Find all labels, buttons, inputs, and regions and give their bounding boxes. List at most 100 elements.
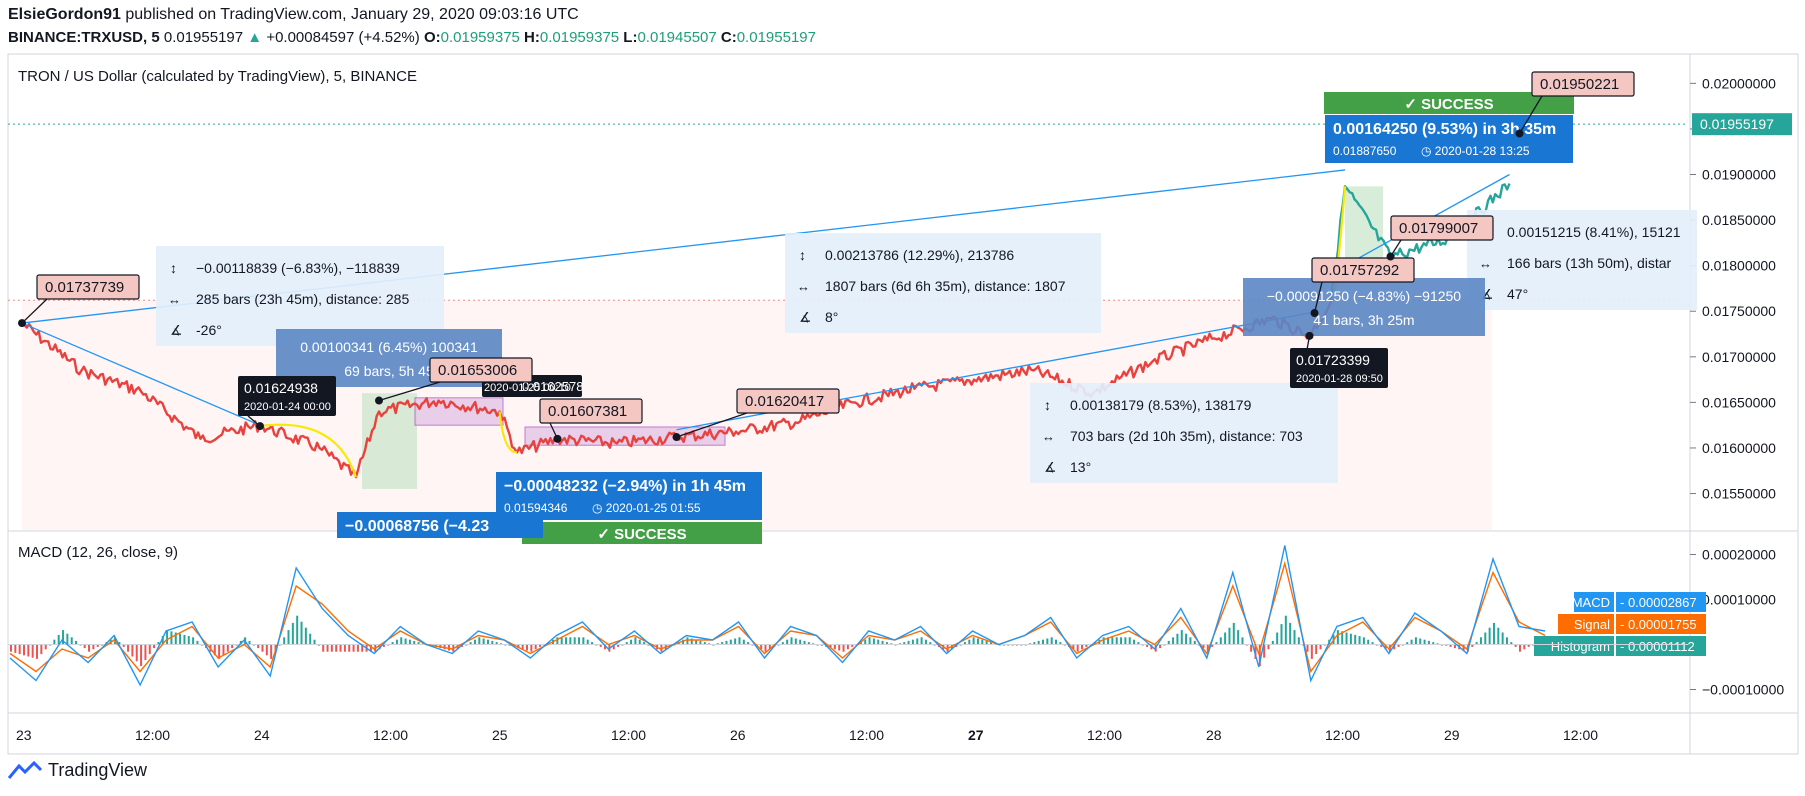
histogram-bar [625, 642, 628, 645]
result-annotation-b: 0.00164250 (9.53%) in 3h 35m 0.01887650 ◷ … [1325, 115, 1573, 163]
ruler-bars-icon: ↔ [1479, 256, 1492, 271]
histogram-bar [1306, 644, 1309, 652]
callout-date-2: 0.01723399 2020-01-28 09:50 [1290, 331, 1388, 389]
macd-legend-tag: MACD - 0.00002867 [1572, 592, 1706, 612]
histogram-bar [517, 644, 520, 649]
macd-tick-label: −0.00010000 [1702, 682, 1784, 698]
publication-header: ElsieGordon91 published on TradingView.c… [8, 6, 579, 24]
histogram-bar [1185, 633, 1188, 645]
macd-tag-value-bg [1616, 636, 1706, 656]
callout-price: 0.01624938 [244, 380, 318, 396]
ruler-angle: 13° [1070, 459, 1091, 475]
histogram-bar [729, 639, 732, 645]
histogram-bar [1228, 627, 1231, 645]
histogram-bar [1050, 637, 1053, 645]
price-axis[interactable]: 0.020000000.019500000.019000000.01850000… [1690, 75, 1792, 502]
callout-price: 0.0162578 [522, 379, 583, 394]
histogram-bar [1085, 644, 1088, 647]
ruler-price-icon: ↕ [1044, 397, 1051, 413]
macd-line [9, 545, 1546, 687]
chart-canvas[interactable]: 0.020000000.019500000.019000000.01850000… [0, 0, 1805, 755]
histogram-bar [1315, 644, 1318, 655]
histogram-bar [1427, 640, 1430, 645]
histogram-bar [179, 633, 182, 645]
histogram-bar [473, 639, 476, 645]
time-tick-label: 12:00 [611, 727, 646, 743]
histogram-bar [1072, 644, 1075, 650]
macd-tag-name-bg [1558, 614, 1614, 634]
price-tick-label: 0.01600000 [1702, 440, 1776, 456]
success-banner [1324, 92, 1574, 114]
macd-tag-name: MACD [1572, 595, 1610, 610]
callout-box [238, 376, 336, 416]
histogram-bar [760, 644, 763, 650]
time-tick-label: 23 [16, 727, 32, 743]
histogram-bar [920, 637, 923, 645]
callout-label: 0.01620417 [745, 393, 824, 410]
histogram-bar [1492, 622, 1495, 645]
histogram-bar [738, 637, 741, 645]
published-text: published on TradingView.com, January 29… [125, 6, 579, 23]
result-sub-price: 0.01594346 [504, 501, 568, 515]
callout-date: 2020-01-24 00:00 [244, 401, 331, 413]
macd-axis[interactable]: 0.00020000 0.00010000 −0.00010000 MACD - 0.0… [1534, 547, 1784, 698]
curve-path-2 [498, 411, 518, 454]
histogram-bar [565, 637, 568, 645]
ruler-angle: 8° [825, 309, 838, 325]
histogram-bar [599, 644, 602, 647]
histogram-bar [352, 644, 355, 652]
histogram-bar [413, 640, 416, 645]
histogram-bar [530, 644, 533, 652]
histogram-bar [703, 642, 706, 645]
histogram-bar [88, 644, 91, 652]
callout-pointer [1313, 281, 1323, 314]
ruler-bars: 166 bars (13h 50m), distar [1507, 255, 1672, 271]
histogram-bar [1510, 642, 1513, 645]
time-axis[interactable]: 23 12:00 24 12:00 25 12:00 26 12:00 27 12:00 28 12:… [16, 727, 1598, 743]
symbol: BINANCE:TRXUSD, 5 [8, 29, 160, 46]
histogram-bar [799, 639, 802, 645]
histogram-bar [257, 644, 260, 649]
histogram-bar [1254, 644, 1257, 659]
histogram-bar [1479, 637, 1482, 645]
tradingview-footer[interactable]: TradingView [8, 760, 147, 781]
histogram-bar [144, 644, 147, 661]
result-annotation-c: −0.00068756 (−4.23 [337, 512, 543, 538]
measure-box [1243, 278, 1485, 336]
histogram-bar [868, 637, 871, 645]
histogram-bar [118, 642, 121, 645]
histogram-bar [1393, 644, 1396, 650]
histogram-bar [166, 630, 169, 645]
high-value: 0.01959375 [539, 29, 620, 46]
histogram-bar [140, 644, 143, 667]
histogram-bar [1488, 627, 1491, 645]
callout-label: 0.01653006 [438, 362, 517, 379]
ruler-box [785, 233, 1101, 333]
histogram-bar [92, 644, 95, 650]
histogram-bar [1258, 644, 1261, 667]
author-name[interactable]: ElsieGordon91 [8, 6, 121, 23]
histogram-bar [985, 640, 988, 645]
histogram-bar [1310, 644, 1313, 659]
callout-anchor [256, 422, 264, 431]
histogram-bar [187, 636, 190, 645]
histogram-bar [1280, 624, 1283, 645]
histogram-bar [491, 640, 494, 645]
histogram-bar [1037, 640, 1040, 645]
histogram-bar [924, 639, 927, 645]
callout-pointer [676, 412, 748, 438]
macd-pane[interactable] [8, 545, 1690, 687]
histogram-bar [989, 642, 992, 645]
histogram-bar [304, 627, 307, 645]
histogram-bar [859, 642, 862, 645]
histogram-bar [963, 642, 966, 645]
histogram-bar [1033, 642, 1036, 645]
histogram-bar [1345, 632, 1348, 645]
histogram-bar [903, 642, 906, 645]
histogram-bar [270, 644, 273, 659]
price-tick-label: 0.01550000 [1702, 486, 1776, 502]
time-tick-label: 12:00 [849, 727, 884, 743]
histogram-bar [604, 644, 607, 650]
histogram-bar [1349, 633, 1352, 645]
histogram-bar [287, 630, 290, 645]
